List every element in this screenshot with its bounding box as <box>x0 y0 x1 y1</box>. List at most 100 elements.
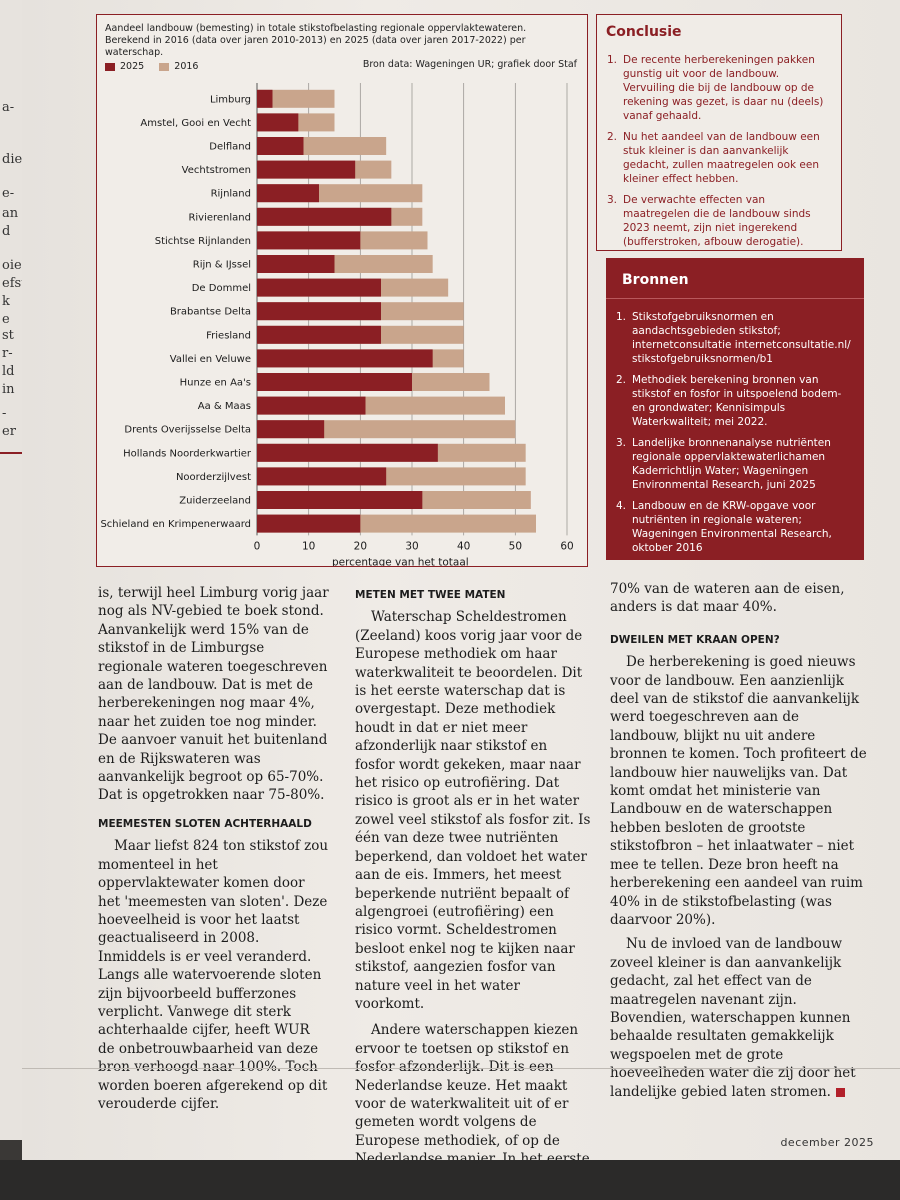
legend-swatch-2025 <box>105 62 115 71</box>
prev-page-fragment: k <box>2 294 10 309</box>
legend-label-2016: 2016 <box>174 61 199 72</box>
bar-2025 <box>257 349 433 368</box>
prev-page-fragment: an <box>2 206 19 221</box>
category-label: Drents Overijsselse Delta <box>124 425 251 436</box>
category-label: Schieland en Krimpenerwaard <box>100 519 251 530</box>
issue-date: december 2025 <box>780 1136 874 1149</box>
category-label: Hunze en Aa's <box>180 378 251 389</box>
x-tick-label: 50 <box>509 540 522 552</box>
category-label: De Dommel <box>192 283 251 294</box>
prev-page-fragment: die <box>2 152 23 167</box>
category-label: Rivierenland <box>188 212 251 223</box>
article-paragraph: 70% van de wateren aan de eisen, anders … <box>610 581 845 616</box>
bar-2025 <box>257 443 438 462</box>
category-label: Rijn & IJssel <box>193 260 251 271</box>
x-tick-label: 60 <box>560 540 573 552</box>
article-column-2: METEN MET TWEE MATEN Waterschap Scheldes… <box>355 584 591 1187</box>
bronnen-title: Bronnen <box>622 272 689 288</box>
conclusie-item: 2. Nu het aandeel van de landbouw een stu… <box>607 130 833 186</box>
bronnen-divider <box>606 298 864 299</box>
bar-2016 <box>257 89 335 108</box>
prev-page-fragment: e- <box>2 186 15 201</box>
prev-page-fragment: d <box>2 224 11 239</box>
article-paragraph: Maar liefst 824 ton stikstof zou momente… <box>98 838 329 1112</box>
x-tick-label: 10 <box>302 540 315 552</box>
conclusie-item-text: De recente herberekeningen pakken gunsti… <box>623 54 824 122</box>
bronnen-item: 4. Landbouw en de KRW-opgave voor nutriën… <box>616 499 852 555</box>
category-label: Amstel, Gooi en Vecht <box>140 118 251 129</box>
bar-chart: Limburg Amstel, Gooi en Vecht Delfland Vech… <box>100 83 574 566</box>
bar-2025 <box>257 113 299 132</box>
category-label: Hollands Noorderkwartier <box>123 448 252 459</box>
article-paragraph: De herberekening is goed nieuws voor de … <box>610 654 867 928</box>
bronnen-item: 1. Stikstofgebruiksnormen en aandachtsgeb… <box>616 310 852 366</box>
bronnen-item-number: 1. <box>616 311 627 323</box>
bronnen-list: 1. Stikstofgebruiksnormen en aandachtsgeb… <box>616 310 852 562</box>
conclusie-box: Conclusie 1. De recente herberekeningen p… <box>596 14 842 251</box>
bar-2025 <box>257 278 381 297</box>
bar-2025 <box>257 420 325 439</box>
category-label: Vechtstromen <box>182 165 251 176</box>
bronnen-item: 2. Methodiek berekening bronnen van stiks… <box>616 373 852 429</box>
article-paragraph: is, terwijl heel Limburg vorig jaar nog … <box>98 585 329 804</box>
category-label: Aa & Maas <box>198 401 251 412</box>
x-tick-label: 40 <box>457 540 470 552</box>
category-label: Vallei en Veluwe <box>170 354 251 365</box>
bronnen-item-number: 2. <box>616 374 627 386</box>
bar-2025 <box>257 467 387 486</box>
conclusie-item: 3. De verwachte effecten van maatregelen … <box>607 193 833 249</box>
section-heading: METEN MET TWEE MATEN <box>355 589 506 601</box>
bronnen-item-number: 3. <box>616 437 627 449</box>
category-label: Zuiderzeeland <box>179 496 251 507</box>
bar-2025 <box>257 325 381 344</box>
bar-2025 <box>257 137 304 155</box>
prev-page-fragment: er <box>2 424 16 439</box>
bronnen-item-text: Stikstofgebruiksnormen en aandachtsgebie… <box>632 311 851 365</box>
chart-title: Aandeel landbouw (bemesting) in totale s… <box>105 23 575 59</box>
chart-source: Bron data: Wageningen UR; grafiek door S… <box>362 59 577 70</box>
prev-page-fragment: oie- <box>2 258 27 273</box>
bar-2025 <box>257 207 392 226</box>
bar-2025 <box>257 302 381 321</box>
bar-2025 <box>257 255 335 273</box>
bar-2025 <box>257 89 273 108</box>
prev-page-fragment: - <box>2 406 7 421</box>
x-tick-label: 0 <box>254 540 261 552</box>
article-paragraph-text: Nu de invloed van de landbouw zoveel kle… <box>610 936 856 1100</box>
bronnen-item: 3. Landelijke bronnenanalyse nutriënten r… <box>616 436 852 492</box>
category-label: Limburg <box>210 94 251 105</box>
bar-2025 <box>257 231 361 250</box>
bar-2025 <box>257 160 356 179</box>
chart-legend: 2025 2016 <box>105 61 198 72</box>
bronnen-item-number: 4. <box>616 500 627 512</box>
legend-label-2025: 2025 <box>120 61 145 72</box>
bar-2025 <box>257 396 366 415</box>
conclusie-title: Conclusie <box>606 24 682 40</box>
conclusie-item-number: 1. <box>607 54 618 66</box>
prev-page-fragment: in <box>2 382 15 397</box>
conclusie-item-text: Nu het aandeel van de landbouw een stuk … <box>623 131 820 185</box>
article-column-1: is, terwijl heel Limburg vorig jaar nog … <box>98 584 330 1113</box>
x-tick-label: 30 <box>405 540 418 552</box>
prev-page-fragment: efst <box>2 276 27 291</box>
conclusie-item: 1. De recente herberekeningen pakken guns… <box>607 53 833 123</box>
category-label: Brabantse Delta <box>170 307 251 318</box>
x-tick-label: 20 <box>354 540 367 552</box>
article-paragraph: Nu de invloed van de landbouw zoveel kle… <box>610 935 868 1101</box>
category-label: Noorderzijlvest <box>176 472 251 483</box>
chart-box: Aandeel landbouw (bemesting) in totale s… <box>96 14 588 567</box>
footer-rule <box>22 1068 900 1069</box>
end-of-article-mark <box>835 1087 845 1097</box>
bronnen-box: Bronnen 1. Stikstofgebruiksnormen en aand… <box>606 258 864 560</box>
legend-swatch-2016 <box>159 62 170 71</box>
bar-2025 <box>257 514 361 533</box>
conclusie-item-number: 2. <box>607 131 618 143</box>
bar-2025 <box>257 184 319 203</box>
category-label: Delfland <box>209 142 251 153</box>
bronnen-item-text: Methodiek berekening bronnen van stiksto… <box>632 374 842 428</box>
background-surface <box>0 1160 900 1200</box>
prev-page-fragment: ld <box>2 364 15 379</box>
article-column-3: 70% van de wateren aan de eisen, anders … <box>610 580 868 1101</box>
chart-title-line: Aandeel landbouw (bemesting) in totale s… <box>105 23 527 34</box>
conclusie-item-number: 3. <box>607 194 618 206</box>
